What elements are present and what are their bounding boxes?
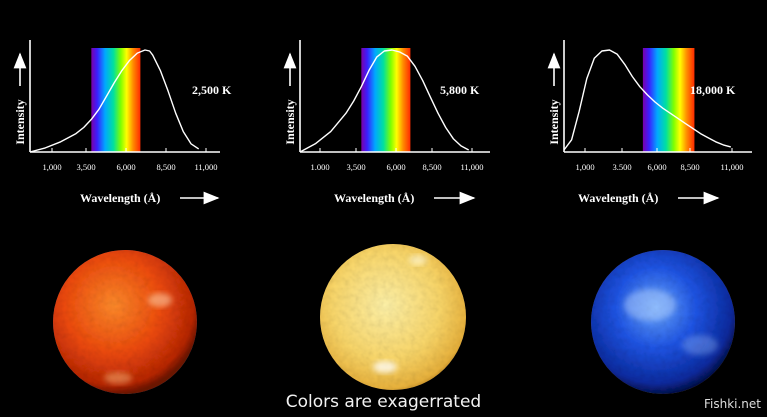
x-axis-title: Wavelength (Å) xyxy=(578,191,658,205)
red-star xyxy=(53,250,197,394)
intensity-curve xyxy=(299,49,470,153)
intensity-curve xyxy=(563,49,731,151)
x-axis-title: Wavelength (Å) xyxy=(334,191,414,205)
y-axis-title: Intensity xyxy=(547,99,561,144)
x-tick-label: 3,500 xyxy=(76,162,95,172)
x-tick-label: 6,000 xyxy=(386,162,405,172)
intensity-curve xyxy=(29,49,200,153)
credit-watermark: Fishki.net xyxy=(703,397,761,411)
x-tick-label: 6,000 xyxy=(647,162,666,172)
x-tick-label: 11,000 xyxy=(720,162,743,172)
blue-star xyxy=(591,250,735,394)
x-tick-label: 1.000 xyxy=(310,162,329,172)
x-tick-label: 8,500 xyxy=(156,162,175,172)
x-tick-label: 11,000 xyxy=(194,162,217,172)
x-tick-label: 8,500 xyxy=(680,162,699,172)
x-tick-label: 8,500 xyxy=(422,162,441,172)
x-tick-label: 1,000 xyxy=(575,162,594,172)
visible-spectrum-band xyxy=(361,48,411,152)
x-tick-label: 3,500 xyxy=(346,162,365,172)
x-axis-title: Wavelength (Å) xyxy=(80,191,160,205)
visible-spectrum-band xyxy=(91,48,141,152)
y-axis-title: Intensity xyxy=(13,99,27,144)
spectrum-chart-2: 1.000 3,500 6,000 8,500 11,000 5,800 K Wavelen… xyxy=(283,40,490,205)
spectrum-chart-1: 1,000 3,500 6,000 8,500 11,000 2,500 K Wavelen… xyxy=(13,40,232,205)
temperature-label: 5,800 K xyxy=(440,83,480,97)
spectrum-chart-3: 1,000 3.500 6,000 8,500 11,000 18,000 K Wavele… xyxy=(547,40,752,205)
x-tick-label: 6,000 xyxy=(116,162,135,172)
x-tick-label: 11,000 xyxy=(460,162,483,172)
x-tick-label: 3.500 xyxy=(612,162,631,172)
caption: Colors are exagerrated xyxy=(285,392,482,412)
temperature-label: 18,000 K xyxy=(690,83,736,97)
temperature-label: 2,500 K xyxy=(192,83,232,97)
y-axis-title: Intensity xyxy=(283,99,297,144)
x-tick-label: 1,000 xyxy=(42,162,61,172)
visible-spectrum-band xyxy=(642,48,695,152)
yellow-star xyxy=(320,244,466,390)
